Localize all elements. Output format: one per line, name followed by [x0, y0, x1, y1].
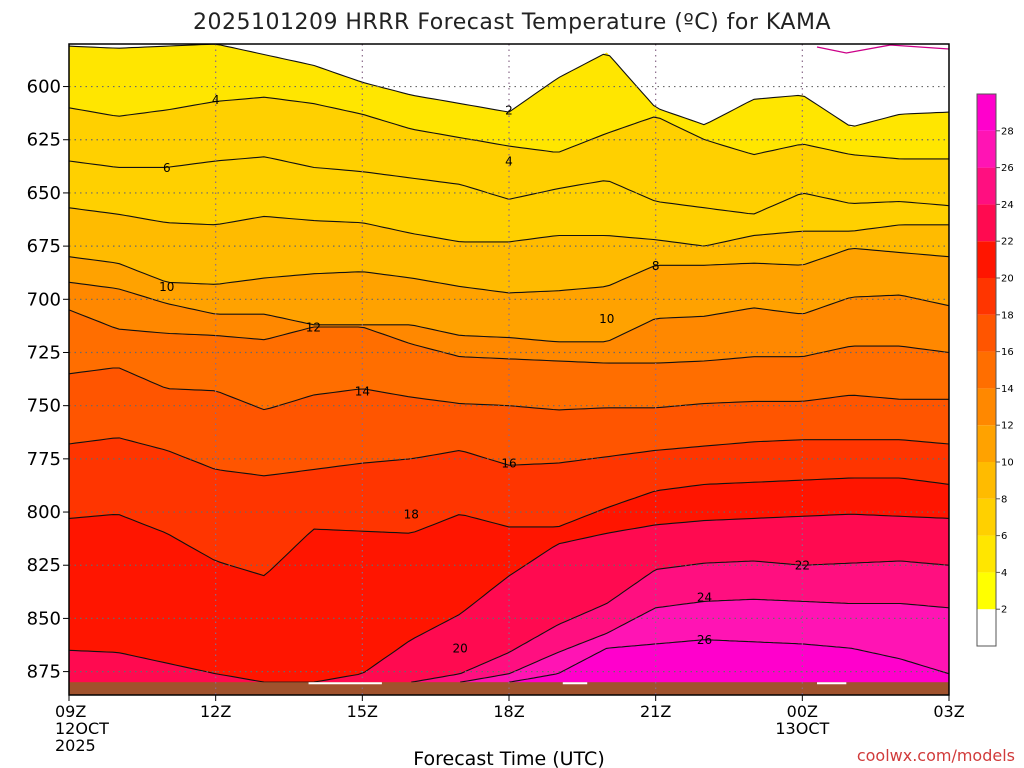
contour-label-4: 4 [505, 155, 513, 169]
colorbar-cell [977, 204, 996, 242]
x-tick-label: 13OCT [775, 719, 829, 738]
x-tick-label: 2025 [55, 736, 96, 755]
contour-label-2: 2 [505, 103, 513, 117]
x-tick-label: 03Z [933, 702, 964, 721]
y-tick-label: 675 [27, 236, 61, 257]
y-tick-label: 625 [27, 130, 61, 151]
contour-line-28 [816, 44, 950, 54]
colorbar-label: 28 [1001, 126, 1014, 137]
y-tick-label: 850 [27, 608, 61, 629]
y-tick-label: 750 [27, 396, 61, 417]
colorbar-label: 20 [1001, 274, 1014, 285]
colorbar-label: 10 [1001, 458, 1014, 469]
contour-label-20: 20 [452, 642, 467, 656]
contour-line-24-13 [460, 598, 950, 683]
colorbar-cell [977, 314, 996, 352]
colorbar-label: 12 [1001, 421, 1014, 432]
colorbar-cell [977, 241, 996, 278]
y-tick-label: 800 [27, 502, 61, 523]
contour-label-14: 14 [355, 384, 370, 398]
colorbar-cell [977, 609, 996, 646]
colorbar-label: 6 [1001, 531, 1007, 542]
colorbar-label: 22 [1001, 237, 1014, 248]
colorbar-label: 8 [1001, 494, 1007, 505]
contour-label-18: 18 [404, 508, 419, 522]
x-tick-label: 12Z [200, 702, 231, 721]
y-tick-label: 600 [27, 77, 61, 98]
colorbar-cell [977, 130, 996, 168]
x-tick-label: 09Z [55, 702, 86, 721]
colorbar-cell [977, 425, 996, 462]
colorbar-cell [977, 278, 996, 315]
y-tick-label: 825 [27, 555, 61, 576]
y-tick-label: 700 [27, 289, 61, 310]
contour-line-4-1 [68, 96, 949, 160]
contour-label-10: 10 [599, 312, 614, 326]
contour-line-22-12 [411, 560, 950, 683]
colorbar-label: 24 [1001, 200, 1014, 211]
x-tick-label: 18Z [493, 702, 524, 721]
colorbar-cell [977, 498, 996, 536]
y-axis: 600 625 650 675 700 725 750 775 800 825 850 875 [27, 77, 69, 683]
colorbar-label: 14 [1001, 384, 1014, 395]
y-tick-label: 875 [27, 662, 61, 683]
contour-line-26-14 [508, 639, 950, 683]
contour-label-12: 12 [306, 320, 321, 334]
contour-line-16-9 [68, 437, 950, 477]
x-tick-label: 21Z [640, 702, 671, 721]
x-axis-label: Forecast Time (UTC) [413, 748, 604, 768]
colorbar-label: 26 [1001, 163, 1014, 174]
contour-label-16: 16 [501, 457, 516, 471]
y-tick-label: 725 [27, 342, 61, 363]
contour-label-8: 8 [652, 259, 660, 273]
colorbar-cell [977, 462, 996, 499]
colorbar-label: 18 [1001, 310, 1014, 321]
contour-label-10: 10 [159, 280, 174, 294]
colorbar-cell [977, 535, 996, 573]
y-tick-label: 650 [27, 183, 61, 204]
contour-label-4: 4 [212, 93, 220, 107]
y-tick-label: 775 [27, 449, 61, 470]
grid [69, 44, 949, 695]
colorbar-cell [977, 388, 996, 426]
colorbar-cell [977, 351, 996, 389]
x-tick-label: 12OCT [55, 719, 109, 738]
watermark: coolwx.com/models [857, 746, 1015, 765]
contour-label-22: 22 [795, 559, 810, 573]
contour-label-24: 24 [697, 591, 712, 605]
contour-line-20-11 [68, 513, 950, 683]
contour-label-26: 26 [697, 633, 712, 647]
contour-line-18-10 [68, 477, 950, 577]
colorbar-label: 2 [1001, 605, 1007, 616]
colorbar-cell [977, 572, 996, 610]
colorbar-label: 4 [1001, 568, 1007, 579]
x-tick-label: 00Z [787, 702, 818, 721]
chart-title: 2025101209 HRRR Forecast Temperature (ºC… [193, 10, 831, 35]
colorbar-cell [977, 94, 996, 131]
colorbar-frame [976, 93, 997, 647]
x-tick-label: 15Z [347, 702, 378, 721]
colorbar-label: 16 [1001, 347, 1014, 358]
contour-label-6: 6 [163, 161, 171, 175]
colorbar-cell [977, 167, 996, 205]
